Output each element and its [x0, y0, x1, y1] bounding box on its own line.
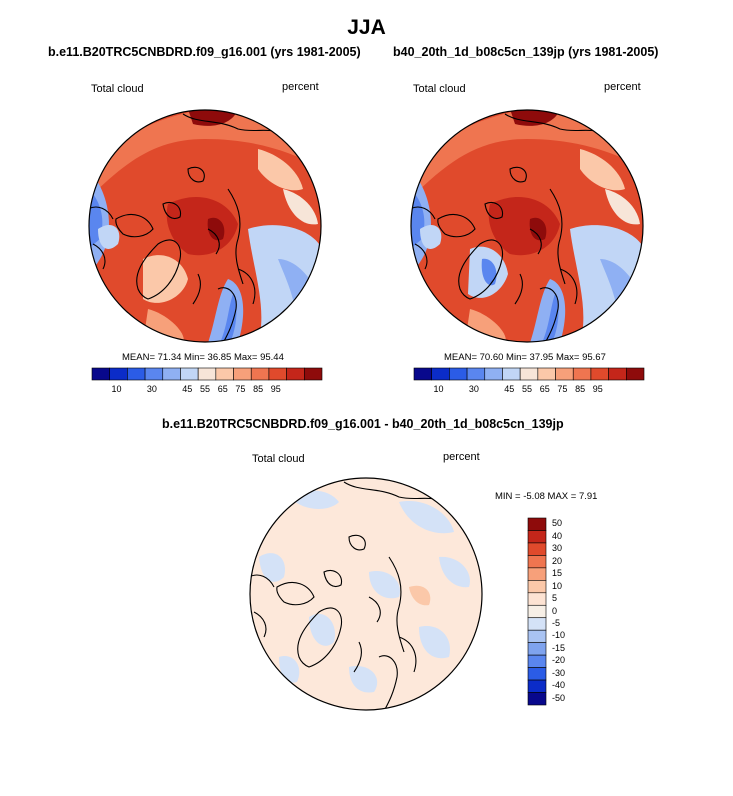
- colorbar-swatch: [304, 367, 323, 381]
- colorbar-tick-label: 40: [552, 530, 563, 541]
- colorbar-tick-label: 95: [270, 384, 281, 394]
- colorbar-tick-label: -50: [552, 692, 566, 703]
- colorbar-swatch: [527, 580, 547, 594]
- colorbar-swatch: [626, 367, 645, 381]
- colorbar-swatch: [250, 367, 270, 381]
- panel-2-title: b40_20th_1d_b08c5cn_139jp (yrs 1981-2005…: [393, 45, 659, 59]
- panel-1-title: b.e11.B20TRC5CNBDRD.f09_g16.001 (yrs 198…: [48, 45, 361, 59]
- colorbar-swatch: [572, 367, 592, 381]
- panel-1-units: percent: [282, 81, 319, 93]
- colorbar-tick-label: 75: [557, 384, 568, 394]
- colorbar-tick-label: 10: [111, 384, 122, 394]
- diff-stats: MIN = -5.08 MAX = 7.91: [495, 491, 598, 502]
- colorbar-swatch: [502, 367, 521, 381]
- season-title: JJA: [347, 16, 386, 39]
- colorbar-swatch: [197, 367, 217, 381]
- colorbar-swatch: [431, 367, 450, 381]
- diff-units: percent: [443, 451, 480, 463]
- colorbar-tick-label: 30: [146, 384, 157, 394]
- colorbar-tick-label: 75: [235, 384, 246, 394]
- colorbar-tick-label: 45: [504, 384, 515, 394]
- colorbar-tick-label: 55: [522, 384, 533, 394]
- colorbar-swatch: [162, 367, 181, 381]
- map-panel-2: [410, 109, 644, 343]
- colorbar-tick-label: 50: [552, 518, 563, 529]
- colorbar-swatch: [233, 367, 252, 381]
- colorbar-tick-label: 85: [253, 384, 264, 394]
- colorbar-tick-label: 85: [575, 384, 586, 394]
- colorbar-swatch: [555, 367, 574, 381]
- colorbar-tick-label: -30: [552, 667, 566, 678]
- colorbar-swatch: [527, 679, 547, 693]
- colorbar-swatch: [527, 604, 547, 619]
- colorbar-swatch: [215, 367, 234, 381]
- panel-2-variable: Total cloud: [413, 83, 466, 95]
- colorbar-swatch: [527, 617, 547, 631]
- colorbar-tick-label: -5: [552, 617, 561, 628]
- colorbar-swatch: [527, 654, 547, 668]
- colorbar-swatch: [527, 542, 547, 556]
- colorbar-swatch: [144, 367, 164, 381]
- colorbar-tick-label: -20: [552, 655, 566, 666]
- colorbar-tick-label: -40: [552, 680, 566, 691]
- colorbar-swatch: [127, 367, 146, 381]
- colorbar-tick-label: 30: [552, 543, 563, 554]
- colorbar-tick-label: 0: [552, 605, 558, 616]
- colorbar-tick-label: -15: [552, 642, 566, 653]
- colorbar-swatch: [180, 367, 199, 381]
- panel-2-units: percent: [604, 81, 641, 93]
- colorbar-swatch: [527, 629, 547, 643]
- colorbar-swatch: [449, 367, 468, 381]
- colorbar-swatch: [590, 367, 609, 381]
- diff-title: b.e11.B20TRC5CNBDRD.f09_g16.001 - b40_20…: [162, 417, 564, 431]
- map-panel-1: [88, 109, 322, 343]
- diff-variable: Total cloud: [252, 453, 305, 465]
- colorbar-swatch: [527, 517, 547, 531]
- panel-1-stats: MEAN= 71.34 Min= 36.85 Max= 95.44: [122, 352, 284, 363]
- colorbar-swatch: [286, 367, 305, 381]
- colorbar-swatch: [527, 692, 547, 706]
- colorbar-swatch: [537, 367, 556, 381]
- panel-1-variable: Total cloud: [91, 83, 144, 95]
- colorbar-tick-label: 65: [539, 384, 550, 394]
- colorbar-panel-1: [91, 367, 323, 381]
- colorbar-swatch: [608, 367, 627, 381]
- colorbar-tick-label: 95: [592, 384, 603, 394]
- colorbar-tick-label: 45: [182, 384, 193, 394]
- colorbar-tick-label: -10: [552, 630, 566, 641]
- colorbar-swatch: [109, 367, 128, 381]
- map-difference: [249, 477, 483, 711]
- panel-2-stats: MEAN= 70.60 Min= 37.95 Max= 95.67: [444, 352, 606, 363]
- colorbar-swatch: [91, 367, 110, 381]
- colorbar-swatch: [519, 367, 539, 381]
- colorbar-tick-label: 15: [552, 568, 563, 579]
- colorbar-tick-label: 20: [552, 555, 563, 566]
- colorbar-tick-label: 30: [468, 384, 479, 394]
- colorbar-swatch: [527, 667, 547, 681]
- colorbar-swatch: [466, 367, 486, 381]
- colorbar-tick-label: 10: [433, 384, 444, 394]
- colorbar-tick-label: 5: [552, 593, 558, 604]
- colorbar-swatch: [527, 555, 547, 569]
- colorbar-swatch: [527, 642, 547, 656]
- colorbar-tick-label: 10: [552, 580, 563, 591]
- colorbar-swatch: [527, 530, 547, 544]
- colorbar-swatch: [484, 367, 503, 381]
- colorbar-swatch: [413, 367, 432, 381]
- colorbar-difference: [527, 517, 547, 706]
- colorbar-swatch: [527, 592, 547, 606]
- colorbar-tick-label: 65: [217, 384, 228, 394]
- colorbar-swatch: [268, 367, 287, 381]
- colorbar-panel-2: [413, 367, 645, 381]
- colorbar-tick-label: 55: [200, 384, 211, 394]
- colorbar-swatch: [527, 567, 547, 581]
